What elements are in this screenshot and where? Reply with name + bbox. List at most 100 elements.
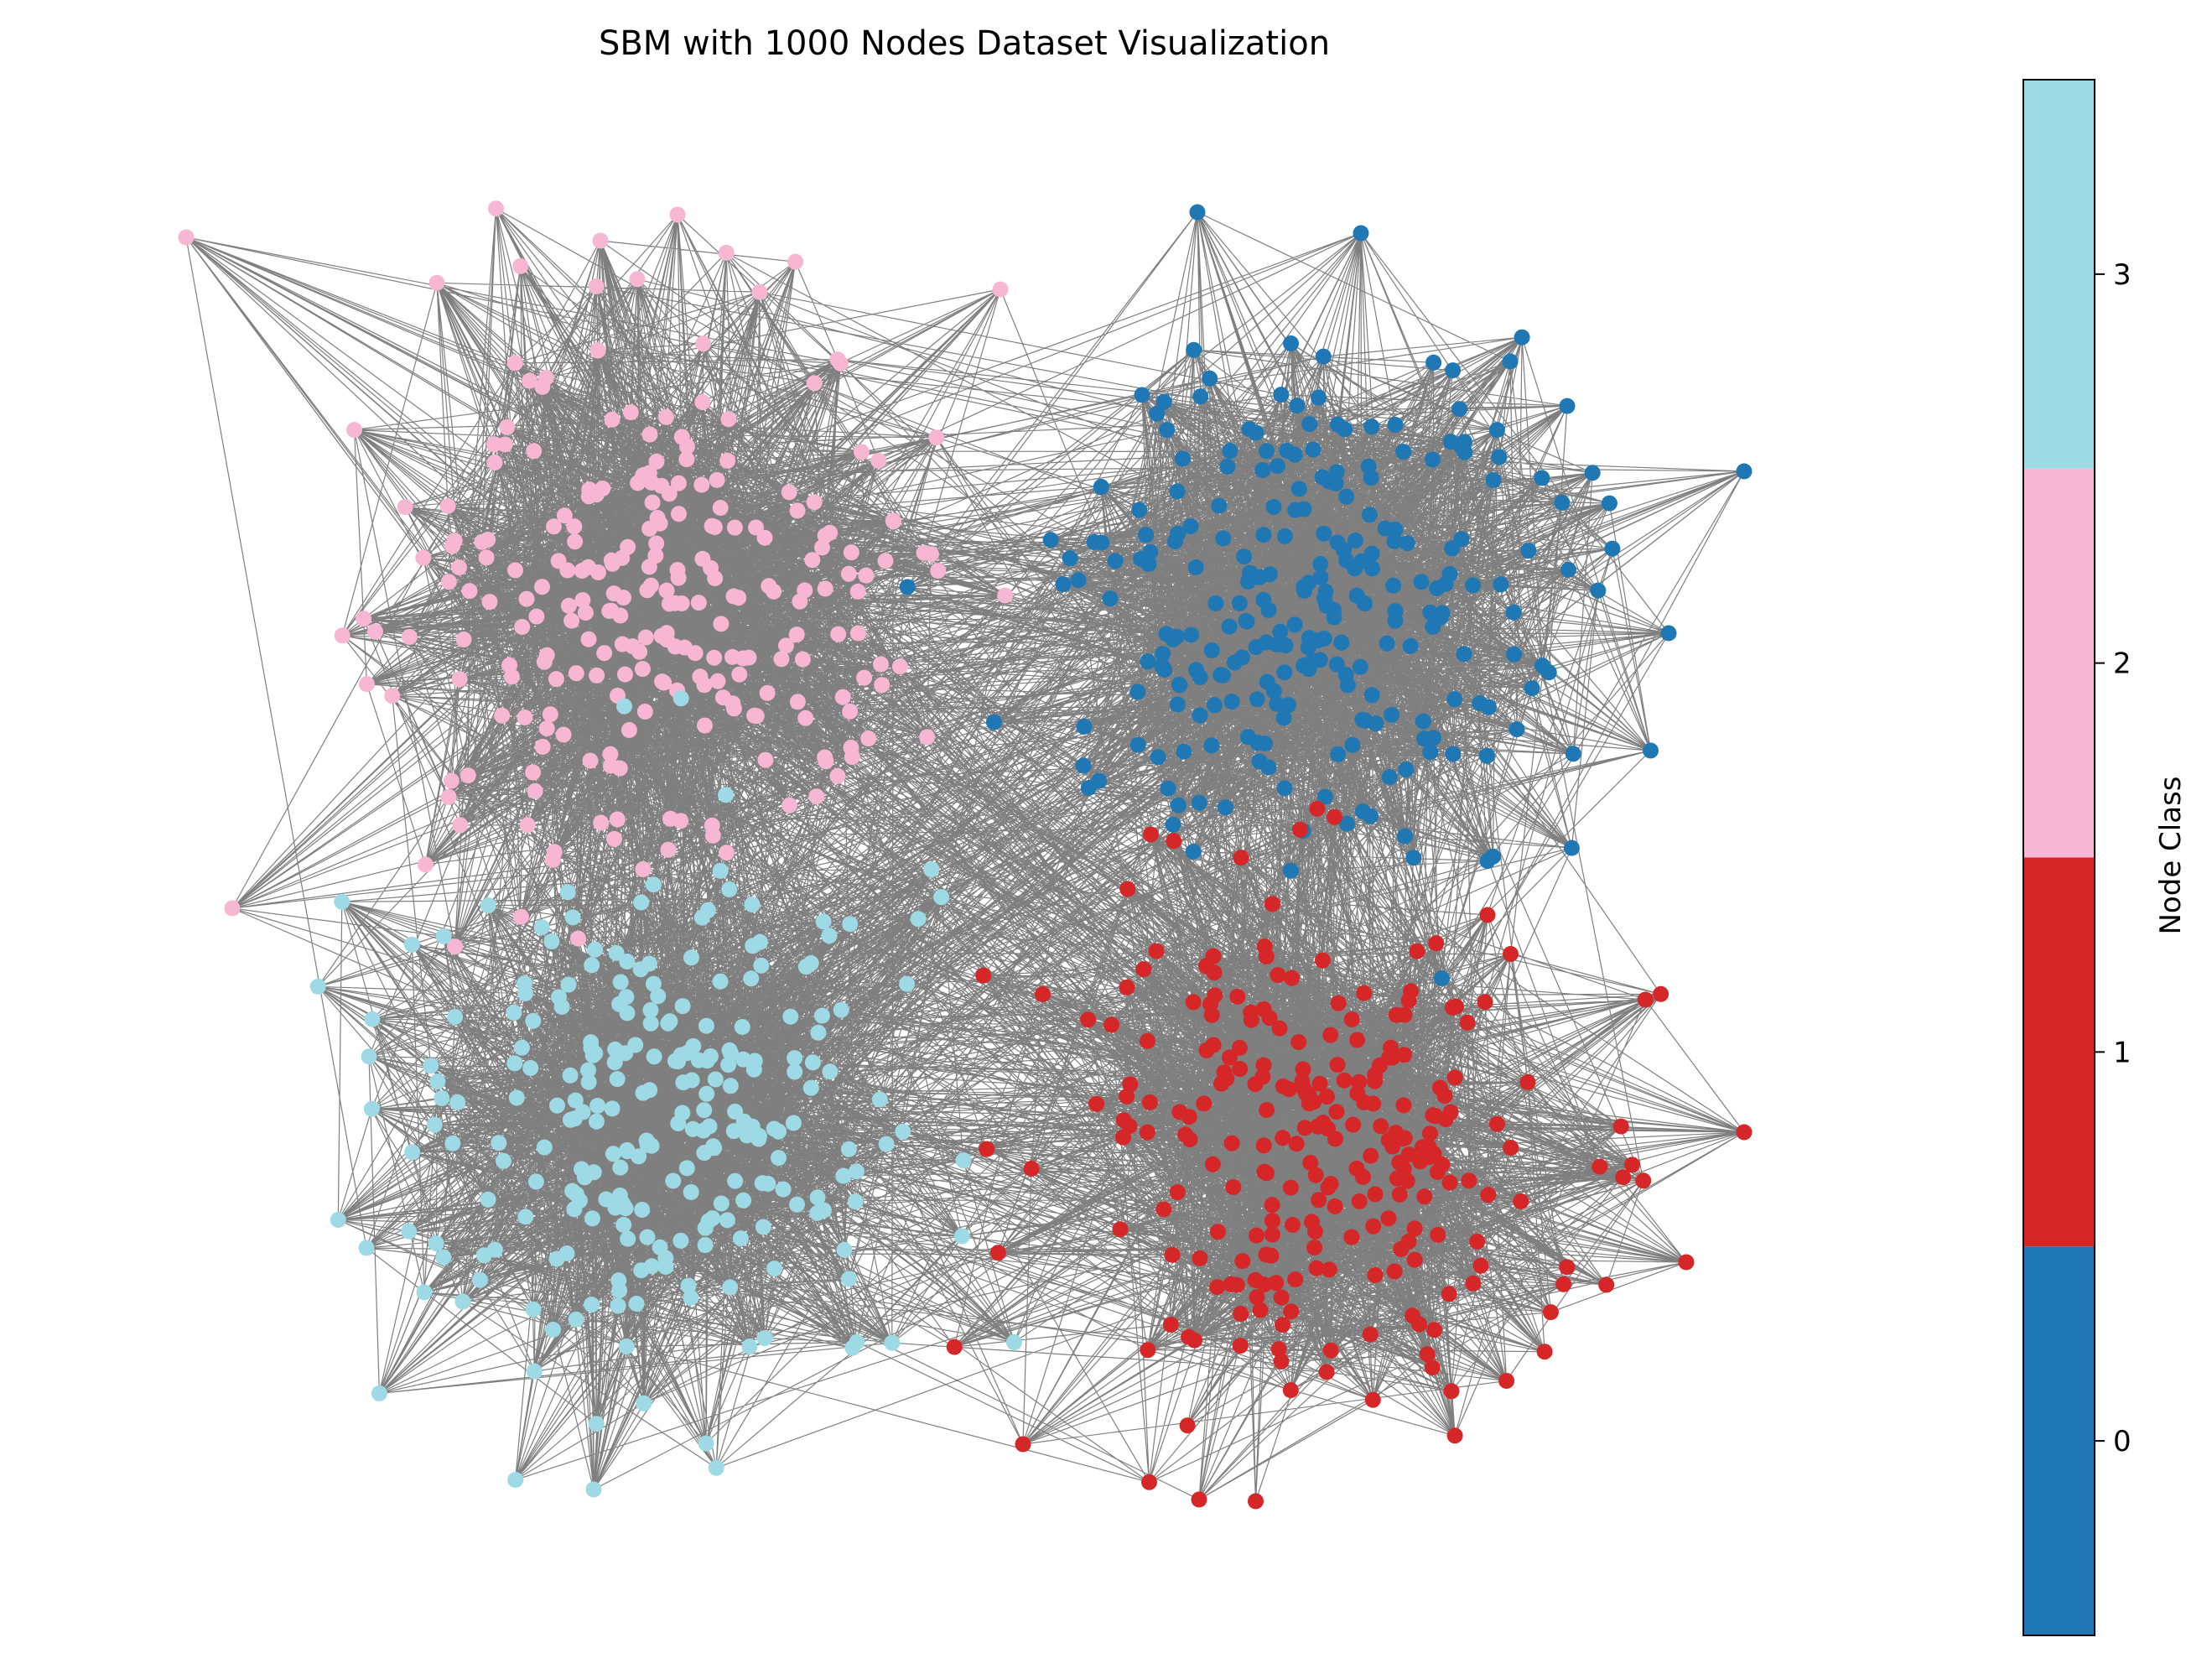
node-class-2: [759, 684, 776, 701]
node-class-1: [1356, 985, 1373, 1001]
node-class-2: [669, 206, 686, 223]
node-class-1: [1301, 1087, 1317, 1103]
node-class-1: [1314, 952, 1331, 969]
node-class-2: [829, 351, 846, 368]
node-class-2: [709, 673, 726, 689]
node-class-1: [1295, 1061, 1311, 1078]
node-class-0: [1485, 848, 1502, 865]
node-class-3: [506, 1055, 523, 1072]
node-class-2: [574, 563, 590, 579]
node-class-2: [592, 232, 609, 249]
node-class-3: [787, 1063, 803, 1080]
node-class-0: [1415, 713, 1431, 730]
node-class-0: [1174, 450, 1191, 467]
node-class-3: [725, 1123, 742, 1140]
node-class-1: [1204, 1156, 1221, 1172]
node-class-1: [1310, 1118, 1326, 1135]
node-class-1: [1243, 1011, 1259, 1028]
node-class-2: [844, 749, 860, 766]
node-class-0: [1138, 527, 1155, 543]
colorbar-tick-label-2: 2: [2113, 647, 2132, 681]
node-class-0: [1453, 531, 1470, 548]
node-class-3: [735, 1113, 752, 1130]
node-class-2: [506, 355, 523, 372]
node-class-1: [1373, 1118, 1389, 1135]
node-class-0: [1283, 335, 1299, 351]
node-class-2: [670, 475, 687, 491]
node-class-3: [435, 928, 452, 944]
node-class-3: [771, 1123, 787, 1140]
node-class-2: [447, 938, 463, 955]
node-class-3: [657, 1250, 674, 1266]
node-class-3: [1005, 1334, 1022, 1350]
node-class-3: [833, 1001, 849, 1018]
node-class-1: [1247, 1076, 1264, 1093]
node-class-1: [1141, 1094, 1158, 1110]
node-class-1: [1015, 1436, 1031, 1453]
node-class-2: [609, 811, 626, 828]
node-class-0: [1240, 574, 1256, 590]
node-class-0: [1203, 737, 1220, 754]
node-class-1: [1311, 1192, 1327, 1209]
node-class-2: [853, 444, 870, 460]
node-class-3: [722, 1279, 739, 1296]
node-class-3: [428, 1235, 444, 1252]
node-class-3: [672, 1232, 689, 1249]
node-class-0: [1360, 458, 1377, 475]
node-class-2: [636, 704, 653, 720]
node-class-0: [1398, 762, 1415, 778]
node-class-1: [1400, 1234, 1417, 1250]
node-class-1: [1249, 1289, 1265, 1306]
node-class-2: [428, 274, 445, 291]
node-class-0: [1395, 444, 1412, 460]
colorbar-segments: [2023, 80, 2095, 1635]
node-class-2: [224, 900, 241, 917]
node-class-0: [1276, 780, 1293, 797]
node-class-3: [683, 949, 699, 966]
node-class-1: [1412, 1153, 1429, 1170]
node-class-1: [1270, 967, 1286, 984]
node-class-3: [899, 975, 916, 992]
node-class-1: [1443, 1383, 1460, 1400]
node-class-1: [1259, 1102, 1275, 1118]
node-class-2: [443, 772, 460, 789]
node-class-1: [1503, 1140, 1519, 1156]
node-class-3: [634, 1202, 651, 1218]
node-class-0: [1286, 616, 1303, 633]
node-class-2: [538, 647, 555, 663]
node-class-2: [384, 688, 401, 704]
node-class-0: [1076, 719, 1093, 735]
node-class-0: [1249, 691, 1265, 708]
node-class-0: [1493, 576, 1509, 593]
node-class-0: [1338, 488, 1355, 505]
node-class-3: [619, 954, 636, 969]
node-class-3: [609, 1071, 626, 1088]
node-class-2: [614, 549, 631, 566]
chart-title: SBM with 1000 Nodes Dataset Visualizatio…: [599, 24, 1330, 63]
node-class-3: [580, 1073, 597, 1090]
node-class-2: [488, 200, 504, 217]
node-class-1: [1263, 1247, 1280, 1264]
node-class-3: [616, 698, 632, 715]
node-class-2: [695, 335, 712, 352]
node-class-3: [619, 1143, 636, 1160]
node-class-0: [1255, 527, 1272, 543]
node-class-0: [1159, 422, 1176, 439]
node-class-3: [507, 1472, 524, 1488]
node-class-0: [1601, 495, 1617, 512]
node-class-1: [1327, 1131, 1343, 1147]
node-class-1: [1264, 1213, 1280, 1229]
node-class-3: [745, 938, 761, 954]
node-class-3: [735, 1051, 751, 1068]
node-class-0: [1416, 730, 1432, 747]
node-class-1: [1396, 1006, 1413, 1023]
node-class-3: [454, 1293, 471, 1310]
node-class-1: [1536, 1344, 1553, 1360]
node-class-3: [683, 1289, 699, 1306]
node-class-2: [870, 452, 887, 469]
node-class-2: [494, 707, 511, 724]
node-class-1: [1327, 1198, 1343, 1214]
node-class-2: [615, 590, 631, 606]
node-class-0: [1425, 618, 1441, 635]
node-class-2: [367, 623, 383, 640]
